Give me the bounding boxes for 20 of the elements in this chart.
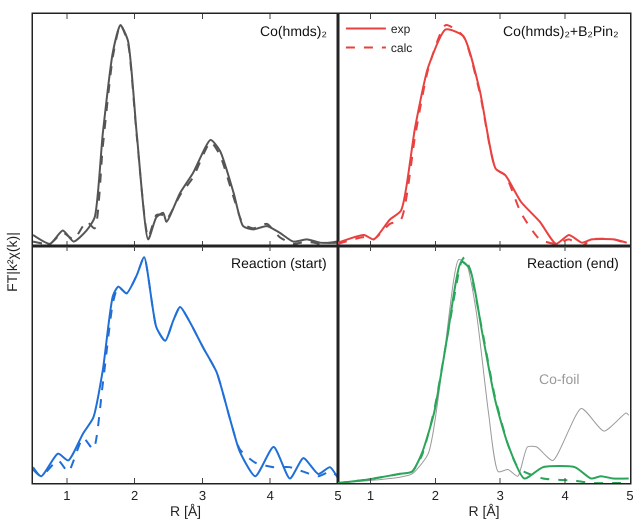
legend-label: exp xyxy=(390,22,411,36)
x-axis-title: R [Å] xyxy=(170,503,202,520)
x-tick-label: 4 xyxy=(266,488,274,504)
x-tick-label: 5 xyxy=(626,488,634,504)
x-tick-label: 3 xyxy=(496,488,504,504)
x-tick-label: 1 xyxy=(366,488,374,504)
x-tick-label: 1 xyxy=(63,488,71,504)
x-tick-label: 2 xyxy=(432,488,439,504)
legend-label: calc xyxy=(390,41,412,56)
chart-title: Reaction (start) xyxy=(231,255,327,271)
x-tick-label: 4 xyxy=(561,488,569,504)
x-tick-label: 5 xyxy=(334,488,342,504)
x-tick-label: 2 xyxy=(131,488,138,504)
x-tick-label: 3 xyxy=(198,488,206,504)
y-axis-title: FT|k²χ(k)| xyxy=(4,232,20,292)
series-label: Co-foil xyxy=(539,371,580,387)
chart-title: Reaction (end) xyxy=(527,255,619,271)
x-axis-title: R [Å] xyxy=(468,503,500,520)
chart-title: Co(hmds)₂+B₂Pin₂ xyxy=(503,23,619,39)
chart-title: Co(hmds)₂ xyxy=(260,23,327,39)
